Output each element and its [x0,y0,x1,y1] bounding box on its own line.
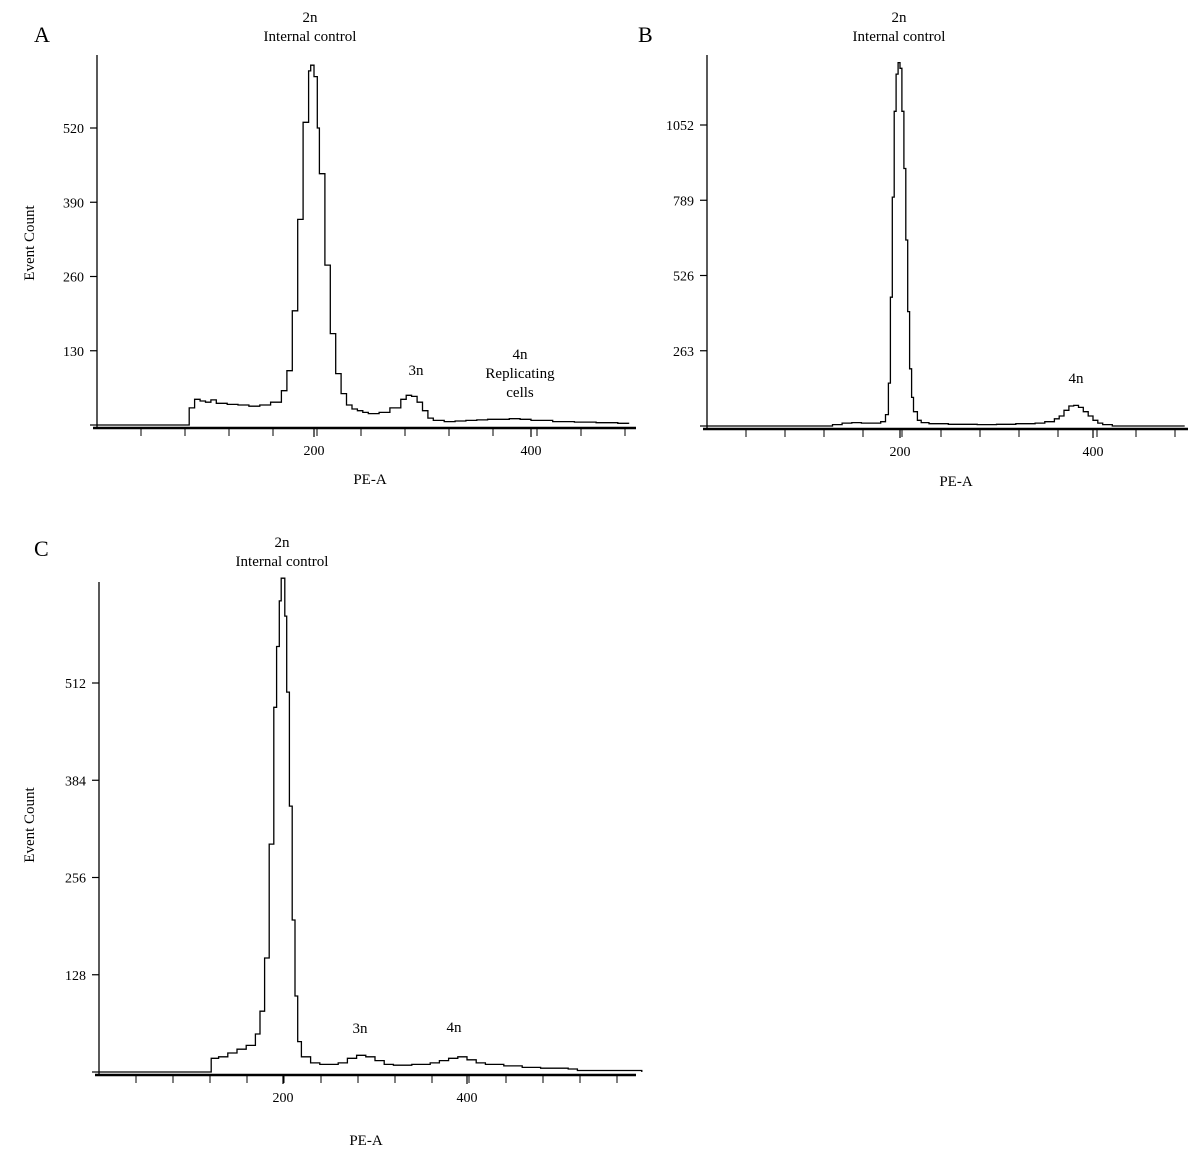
y-tick-label: 256 [65,872,86,887]
y-tick-label: 384 [65,774,86,789]
y-tick-label: 1052 [666,119,694,134]
histogram-series [707,61,1185,427]
x-axis-label: PE-A [353,472,387,488]
peak-annotation: 2n Internal control [853,10,946,45]
peak-annotation: 3n [409,363,425,379]
y-tick-label: 520 [63,122,84,137]
y-tick-label: 789 [673,194,694,209]
panel-c: C 200 400 128 256 384 512 PE-A Event Count 2n Inte… [22,535,643,1149]
y-axis-label: Event Count [22,204,38,280]
y-tick-label: 526 [673,270,694,285]
y-tick-label: 263 [673,345,694,360]
x-tick-label: 200 [304,444,325,459]
x-tick-label: 200 [890,445,911,460]
peak-annotation: 4n [1069,371,1085,387]
y-tick-label: 128 [65,969,86,984]
panel-letter: C [34,536,49,561]
y-tick-label: 130 [63,345,84,360]
peak-annotation: 2n Internal control [236,535,329,570]
peak-annotation: 4n Replicating cells [485,347,555,401]
peak-annotation: 2n Internal control [264,10,357,45]
x-axis-label: PE-A [349,1133,383,1149]
peak-annotation: 4n [447,1020,463,1036]
peak-annotation: 3n [353,1021,369,1037]
y-tick-label: 260 [63,271,84,286]
histogram-series [97,64,630,426]
panel-letter: A [34,22,50,47]
panel-b: B 200 400 263 526 789 1052 PE-A 2n Internal contr… [638,10,1188,490]
x-tick-label: 400 [457,1091,478,1106]
x-tick-label: 400 [521,444,542,459]
x-tick-label: 200 [273,1091,294,1106]
panel-a: A 200 400 130 260 390 520 PE-A Event Count 2n Inte… [22,10,636,488]
y-tick-label: 512 [65,677,86,692]
y-axis-label: Event Count [22,786,38,862]
panel-letter: B [638,22,653,47]
x-tick-label: 400 [1083,445,1104,460]
y-tick-label: 390 [63,196,84,211]
histogram-series [99,577,643,1073]
x-axis-label: PE-A [939,474,973,490]
